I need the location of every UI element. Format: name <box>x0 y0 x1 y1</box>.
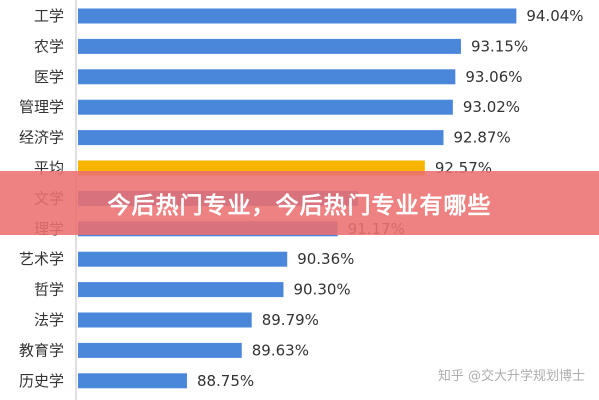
bar-10 <box>78 312 252 328</box>
category-label-11: 教育学 <box>19 341 64 359</box>
value-labels-group: 94.04%93.15%93.06%93.02%92.87%92.57%91.1… <box>197 7 584 390</box>
bar-8 <box>78 251 288 267</box>
bar-11 <box>78 342 242 358</box>
value-label-3: 93.02% <box>463 98 520 116</box>
title-banner: 今后热门专业，今后热门专业有哪些 <box>0 171 599 235</box>
category-label-4: 经济学 <box>19 129 64 147</box>
value-label-11: 89.63% <box>252 341 309 359</box>
category-label-10: 法学 <box>34 311 64 329</box>
value-label-2: 93.06% <box>465 68 522 86</box>
bar-2 <box>78 69 456 85</box>
bar-1 <box>78 38 461 54</box>
value-label-9: 90.30% <box>293 281 350 299</box>
bar-9 <box>78 282 284 298</box>
category-label-0: 工学 <box>34 7 64 25</box>
category-label-2: 医学 <box>34 68 64 86</box>
value-label-0: 94.04% <box>526 7 583 25</box>
category-labels-group: 工学农学医学管理学经济学平均文学理学艺术学哲学法学教育学历史学 <box>19 7 64 390</box>
value-label-4: 92.87% <box>454 129 511 147</box>
bar-0 <box>78 8 517 24</box>
value-label-10: 89.79% <box>262 311 319 329</box>
bar-4 <box>78 130 444 146</box>
category-label-9: 哲学 <box>34 281 64 299</box>
category-label-1: 农学 <box>34 37 64 55</box>
category-label-8: 艺术学 <box>19 250 64 268</box>
category-label-12: 历史学 <box>19 372 64 390</box>
value-label-8: 90.36% <box>297 250 354 268</box>
category-label-3: 管理学 <box>19 98 64 116</box>
banner-title: 今后热门专业，今后热门专业有哪些 <box>107 193 492 219</box>
bar-12 <box>78 373 187 389</box>
value-label-12: 88.75% <box>197 372 254 390</box>
value-label-1: 93.15% <box>471 37 528 55</box>
watermark: 知乎 @交大升学规划博士 <box>437 369 585 384</box>
bar-3 <box>78 99 453 115</box>
